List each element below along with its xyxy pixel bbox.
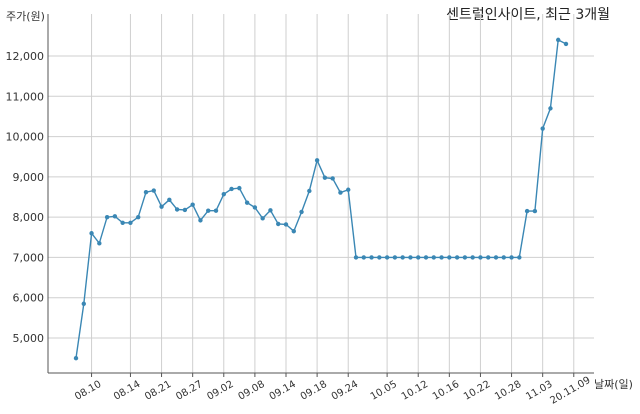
data-point bbox=[291, 229, 296, 234]
data-point bbox=[330, 176, 335, 181]
data-point bbox=[431, 255, 436, 260]
data-point bbox=[283, 222, 289, 227]
x-tick-label: 09.24 bbox=[330, 379, 360, 403]
x-tick-label: 08.14 bbox=[112, 379, 142, 403]
data-point bbox=[143, 189, 149, 195]
y-tick-label: 11,000 bbox=[6, 90, 45, 103]
data-point bbox=[174, 207, 180, 212]
data-point bbox=[462, 255, 468, 260]
data-point bbox=[213, 208, 219, 213]
y-tick-label: 8,000 bbox=[13, 211, 45, 224]
x-axis-label: 날짜(일) bbox=[594, 378, 633, 391]
data-point bbox=[509, 255, 514, 260]
x-tick-label: 09.08 bbox=[236, 379, 266, 403]
data-point bbox=[206, 208, 211, 213]
x-tick-label: 09.14 bbox=[268, 379, 298, 403]
data-point bbox=[486, 255, 491, 260]
data-point bbox=[182, 207, 188, 213]
y-tick-label: 12,000 bbox=[6, 50, 45, 63]
data-point bbox=[322, 175, 328, 180]
y-tick-label: 9,000 bbox=[13, 171, 45, 184]
data-point bbox=[478, 255, 483, 260]
data-point bbox=[392, 255, 398, 260]
data-point bbox=[159, 204, 164, 209]
data-point bbox=[167, 197, 172, 203]
data-point bbox=[361, 255, 366, 260]
y-tick-label: 10,000 bbox=[6, 131, 45, 144]
data-point bbox=[353, 255, 359, 260]
data-point bbox=[470, 255, 475, 260]
data-point bbox=[299, 209, 304, 215]
data-point bbox=[244, 200, 250, 205]
data-point bbox=[237, 185, 242, 191]
data-point bbox=[369, 255, 374, 260]
data-point bbox=[112, 214, 118, 219]
data-point bbox=[493, 255, 499, 260]
data-point bbox=[73, 355, 79, 361]
data-point bbox=[416, 255, 421, 260]
data-point bbox=[252, 205, 258, 210]
x-tick-label: 10.16 bbox=[431, 379, 461, 403]
data-point bbox=[89, 231, 94, 236]
x-tick-label: 09.02 bbox=[205, 379, 235, 403]
y-axis-label: 주가(원) bbox=[6, 10, 45, 23]
y-tick-label: 5,000 bbox=[13, 332, 45, 345]
x-tick-label: 08.10 bbox=[73, 379, 103, 403]
data-point bbox=[501, 255, 506, 260]
data-point bbox=[346, 187, 351, 192]
data-point bbox=[532, 208, 538, 214]
data-point bbox=[276, 221, 281, 227]
data-point bbox=[563, 41, 569, 47]
y-tick-label: 7,000 bbox=[13, 251, 45, 264]
data-point bbox=[104, 214, 110, 220]
x-tick-label: 08.27 bbox=[174, 379, 204, 403]
x-tick-label: 10.28 bbox=[493, 379, 523, 403]
x-tick-label: 10.12 bbox=[400, 379, 430, 403]
data-point bbox=[384, 255, 390, 260]
data-point bbox=[198, 218, 203, 223]
data-point bbox=[268, 208, 273, 213]
data-point bbox=[439, 255, 444, 260]
chart-title: 센트럴인사이트, 최근 3개월 bbox=[446, 7, 610, 23]
data-point bbox=[307, 188, 312, 194]
x-tick-label: 10.22 bbox=[462, 379, 492, 403]
data-point bbox=[423, 255, 429, 260]
data-point bbox=[136, 214, 141, 220]
data-point bbox=[454, 255, 460, 260]
data-point bbox=[120, 220, 125, 225]
series-line bbox=[75, 38, 567, 359]
data-point bbox=[260, 216, 265, 221]
x-tick-label: 20.11.09 bbox=[548, 375, 592, 407]
data-point bbox=[229, 186, 234, 192]
data-point bbox=[221, 191, 226, 197]
data-point bbox=[540, 126, 545, 131]
data-point bbox=[377, 255, 382, 260]
data-point bbox=[400, 255, 405, 260]
data-point bbox=[517, 255, 522, 260]
data-point bbox=[314, 158, 320, 163]
data-point bbox=[524, 208, 530, 214]
data-point bbox=[548, 106, 553, 111]
data-point bbox=[556, 37, 561, 43]
data-point bbox=[408, 255, 413, 260]
data-point bbox=[81, 301, 86, 306]
data-point bbox=[447, 255, 452, 260]
data-point bbox=[338, 190, 343, 195]
data-point bbox=[151, 188, 156, 193]
data-point bbox=[190, 202, 195, 207]
x-tick-label: 08.21 bbox=[143, 379, 173, 403]
data-point bbox=[97, 241, 102, 246]
y-tick-label: 6,000 bbox=[13, 292, 45, 305]
x-tick-label: 10.05 bbox=[369, 379, 399, 403]
data-point bbox=[128, 220, 133, 225]
x-tick-label: 09.18 bbox=[299, 379, 329, 403]
